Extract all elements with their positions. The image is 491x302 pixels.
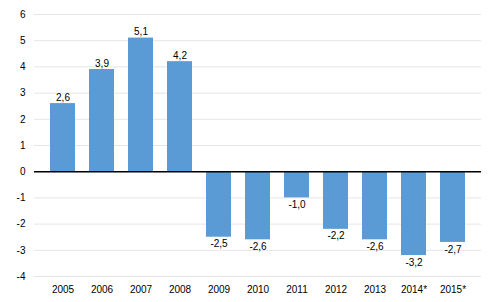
svg-text:-2,6: -2,6 [366,241,384,252]
svg-text:2015*: 2015* [440,284,466,295]
svg-text:-2,5: -2,5 [210,238,228,249]
svg-text:-1,0: -1,0 [288,199,306,210]
svg-text:-2,7: -2,7 [444,244,462,255]
svg-text:2012: 2012 [325,284,348,295]
svg-text:4,2: 4,2 [173,50,187,61]
svg-text:2007: 2007 [130,284,153,295]
svg-text:3,9: 3,9 [95,58,109,69]
svg-text:2011: 2011 [286,284,308,295]
svg-text:4: 4 [20,61,26,72]
svg-text:-2,2: -2,2 [327,230,345,241]
svg-text:2006: 2006 [91,284,114,295]
svg-text:-3: -3 [17,245,26,256]
svg-text:3: 3 [20,87,26,98]
svg-text:0: 0 [20,166,26,177]
svg-text:-2,6: -2,6 [249,241,267,252]
svg-text:-4: -4 [17,271,26,282]
svg-text:5,1: 5,1 [134,26,148,37]
svg-text:2: 2 [20,114,26,125]
svg-text:2005: 2005 [52,284,75,295]
svg-text:2008: 2008 [169,284,192,295]
svg-text:5: 5 [20,35,26,46]
svg-text:1: 1 [20,140,26,151]
svg-text:-2: -2 [17,218,26,229]
svg-text:2,6: 2,6 [56,92,70,103]
svg-text:-1: -1 [17,192,26,203]
svg-text:-3,2: -3,2 [405,257,423,268]
svg-text:2013: 2013 [364,284,387,295]
svg-text:2009: 2009 [208,284,231,295]
svg-text:2010: 2010 [247,284,270,295]
svg-text:2014*: 2014* [401,284,427,295]
svg-text:6: 6 [20,9,26,20]
